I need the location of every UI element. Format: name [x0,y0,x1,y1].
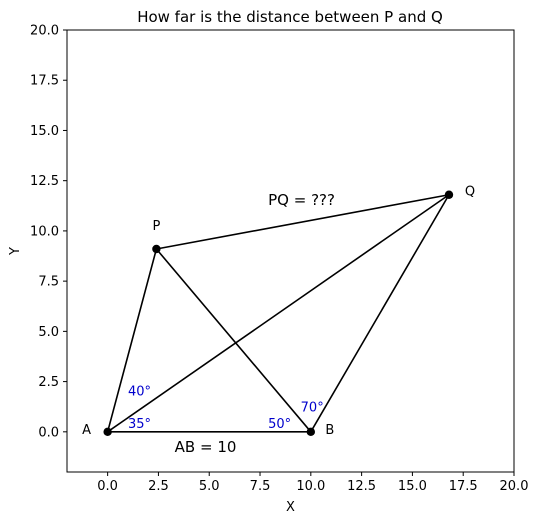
x-axis-label: X [286,500,295,515]
annotation-text: AB = 10 [175,438,237,456]
point-a [103,427,112,437]
annotation-text: PQ = ??? [268,191,335,209]
x-tick-label: 2.5 [148,479,169,494]
point-label-q: Q [465,185,475,200]
y-tick-label: 5.0 [38,325,59,340]
x-axis-ticks: 0.0 2.5 5.0 7.5 10.0 12.5 15.0 17.5 20.0 [97,472,528,494]
angle-label: 50° [268,417,291,432]
y-axis-label: Y [8,247,23,256]
annotations: PQ = ??? AB = 10 [175,191,335,456]
y-tick-label: 0.0 [38,425,59,440]
point-labels: A B P Q [82,185,475,438]
y-tick-label: 17.5 [30,74,59,89]
y-tick-label: 2.5 [38,375,59,390]
chart-title: How far is the distance between P and Q [137,8,443,26]
segments [106,193,450,433]
points [103,190,454,437]
y-axis-ticks: 0.0 2.5 5.0 7.5 10.0 12.5 15.0 17.5 20.0 [30,24,67,440]
angle-label: 70° [301,401,324,416]
point-label-a: A [82,423,91,438]
angle-label: 40° [128,385,151,400]
x-tick-label: 15.0 [398,479,427,494]
segment-bq [310,194,450,433]
x-tick-label: 12.5 [347,479,376,494]
y-tick-label: 20.0 [30,24,59,39]
point-label-p: P [152,219,160,234]
angle-label: 35° [128,417,151,432]
segment-bp [155,248,312,433]
y-tick-label: 10.0 [30,224,59,239]
x-tick-label: 0.0 [97,479,118,494]
angle-labels: 40° 35° 50° 70° [128,385,324,432]
point-label-b: B [325,423,334,438]
segment-aq [107,194,450,433]
y-tick-label: 15.0 [30,124,59,139]
point-q [444,190,454,199]
x-tick-label: 7.5 [250,479,271,494]
y-tick-label: 7.5 [38,275,59,290]
point-b [306,427,316,437]
x-tick-label: 17.5 [449,479,478,494]
y-tick-label: 12.5 [30,174,59,189]
segment-ap [106,248,158,433]
x-tick-label: 20.0 [500,479,529,494]
segment-pq [156,193,450,250]
point-p [152,244,161,254]
plot-frame [66,29,515,473]
x-tick-label: 10.0 [296,479,325,494]
x-tick-label: 5.0 [199,479,220,494]
